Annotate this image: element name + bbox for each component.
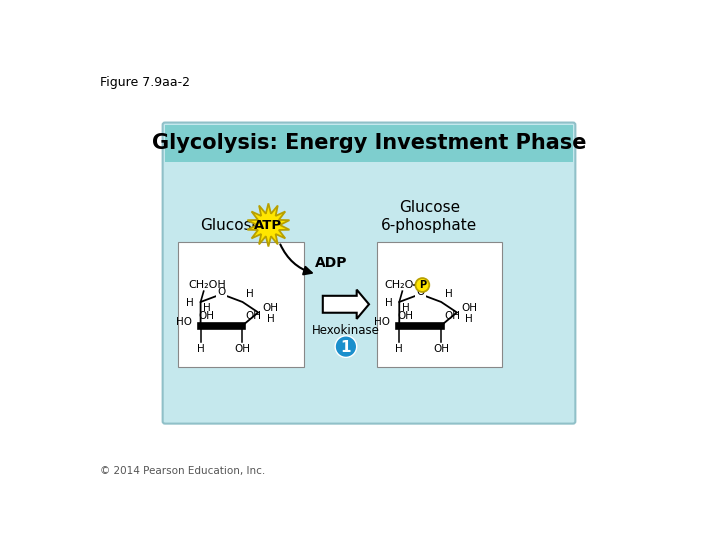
Circle shape: [415, 278, 429, 292]
Text: H: H: [395, 343, 403, 354]
Text: OH: OH: [263, 303, 279, 313]
Circle shape: [335, 336, 356, 357]
Text: H: H: [402, 303, 409, 313]
Text: H: H: [186, 299, 194, 308]
Text: Glucose
6-phosphate: Glucose 6-phosphate: [382, 200, 477, 233]
Text: OH: OH: [444, 311, 460, 321]
Text: CH₂O: CH₂O: [384, 280, 414, 290]
Text: H: H: [465, 314, 473, 323]
Text: H: H: [197, 343, 204, 354]
Text: OH: OH: [246, 311, 261, 321]
Text: HO: HO: [176, 318, 192, 327]
Text: 1: 1: [341, 340, 351, 354]
Text: CH₂OH: CH₂OH: [188, 280, 225, 290]
Text: ATP: ATP: [254, 219, 282, 232]
Text: ADP: ADP: [315, 256, 348, 271]
Text: O: O: [416, 287, 424, 297]
Text: OH: OH: [433, 343, 449, 354]
FancyBboxPatch shape: [163, 123, 575, 423]
Text: OH: OH: [235, 343, 251, 354]
Text: Glycolysis: Energy Investment Phase: Glycolysis: Energy Investment Phase: [152, 133, 586, 153]
Text: OH: OH: [397, 311, 413, 321]
FancyBboxPatch shape: [165, 125, 573, 162]
Text: H: H: [246, 289, 254, 299]
Text: © 2014 Pearson Education, Inc.: © 2014 Pearson Education, Inc.: [99, 466, 265, 476]
Text: H: H: [445, 289, 453, 299]
Text: H: H: [266, 314, 274, 323]
Text: P: P: [419, 280, 426, 290]
Polygon shape: [400, 294, 457, 326]
Polygon shape: [323, 289, 369, 319]
Text: OH: OH: [462, 303, 477, 313]
FancyBboxPatch shape: [178, 242, 304, 367]
Text: H: H: [203, 303, 211, 313]
Polygon shape: [201, 294, 258, 326]
Text: Glucose: Glucose: [200, 218, 261, 233]
Text: Figure 7.9aa-2: Figure 7.9aa-2: [99, 76, 189, 89]
Text: HO: HO: [374, 318, 390, 327]
Polygon shape: [248, 204, 289, 247]
Text: O: O: [217, 287, 225, 297]
Text: Hexokinase: Hexokinase: [312, 323, 380, 336]
Text: H: H: [384, 299, 392, 308]
FancyBboxPatch shape: [377, 242, 503, 367]
Text: OH: OH: [199, 311, 215, 321]
